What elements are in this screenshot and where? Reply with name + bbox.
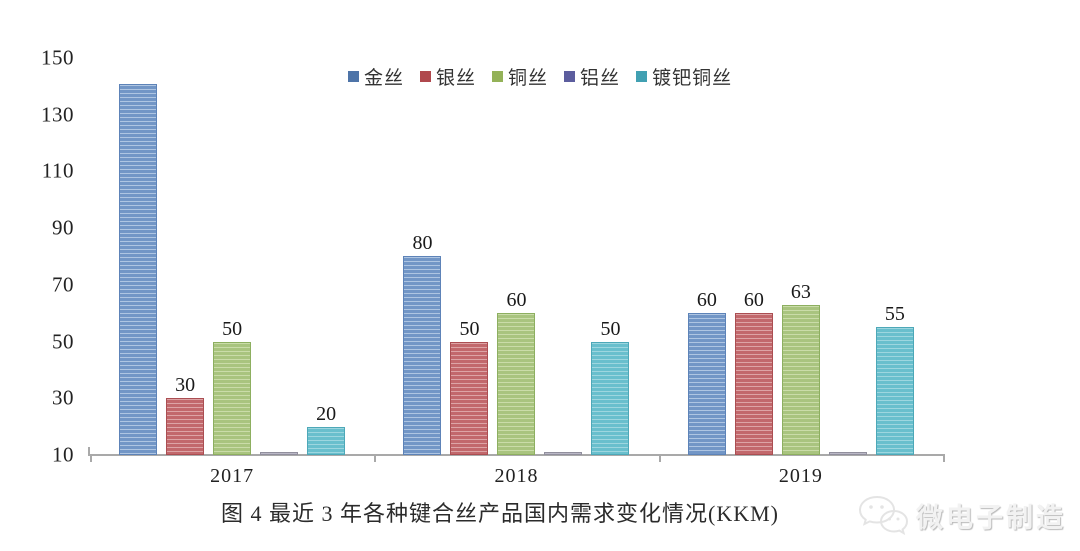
bar-slot: 60	[734, 289, 773, 455]
bar-slot: 50	[213, 318, 252, 455]
bar-slot: 60	[497, 289, 536, 455]
bar-slot	[119, 84, 158, 455]
plot-area: 30 50 20 80 50 60 50 60 60 63 55	[88, 84, 945, 462]
y-axis-label: 30	[52, 385, 74, 410]
bar-value-label: 20	[316, 403, 337, 425]
y-axis-label: 150	[41, 45, 74, 70]
bar-slot: 20	[307, 403, 346, 455]
bar	[781, 305, 820, 455]
bar	[687, 313, 726, 455]
legend-item: 铜丝	[492, 63, 548, 90]
bar	[450, 342, 489, 455]
bar-slot: 50	[591, 318, 630, 455]
bar-group: 80 50 60 50	[374, 233, 658, 455]
legend-swatch-icon	[348, 71, 359, 82]
bar	[734, 313, 773, 455]
bar	[213, 342, 252, 455]
legend-swatch-icon	[492, 71, 504, 82]
bar	[119, 84, 158, 455]
bar-value-label: 50	[222, 318, 243, 340]
bar-value-label: 60	[696, 289, 717, 311]
bar-slot: 30	[166, 374, 205, 455]
bar	[166, 398, 205, 455]
bar-value-label: 60	[506, 289, 527, 311]
bar-value-label: 50	[600, 318, 621, 340]
bar-slot: 50	[450, 318, 489, 455]
y-axis-label: 10	[52, 442, 74, 467]
y-axis-label: 90	[52, 215, 74, 240]
bar-group: 60 60 63 55	[659, 282, 943, 455]
x-axis-line	[88, 454, 945, 456]
chart-caption: 图 4 最近 3 年各种键合丝产品国内需求变化情况(KKM)	[221, 501, 779, 526]
bar-value-label: 63	[790, 281, 811, 303]
x-axis-tick	[374, 456, 377, 462]
bar-group: 30 50 20	[90, 84, 374, 455]
bar	[403, 256, 442, 455]
y-axis-label: 130	[41, 102, 74, 127]
bar-value-label: 80	[412, 232, 433, 254]
x-axis-tick	[943, 456, 945, 462]
bar	[307, 427, 346, 455]
x-axis-tick	[90, 456, 92, 462]
bar-slot: 60	[687, 289, 726, 455]
bar	[828, 452, 867, 455]
x-axis-label: 2019	[778, 465, 823, 487]
bar-slot: 55	[875, 303, 914, 455]
bar-value-label: 50	[459, 318, 480, 340]
y-axis-tick	[88, 447, 90, 455]
bar-slot	[260, 452, 299, 455]
legend-label: 铜丝	[508, 68, 549, 89]
bar-value-label: 30	[175, 374, 196, 396]
x-axis-tick	[658, 456, 661, 462]
bar-slot	[544, 452, 583, 455]
legend-label: 金丝	[364, 68, 405, 89]
bar-slot	[828, 452, 867, 455]
y-axis-label: 50	[52, 329, 74, 354]
legend-item: 金丝	[348, 63, 404, 90]
legend-item: 铝丝	[564, 63, 620, 90]
legend-swatch-icon	[636, 71, 648, 82]
bar-value-label: 55	[884, 303, 905, 325]
bar-value-label: 60	[743, 289, 764, 311]
x-axis-label: 2018	[494, 465, 539, 487]
legend-label: 铝丝	[580, 68, 621, 89]
watermark: 微电子制造	[856, 493, 1066, 537]
legend-swatch-icon	[420, 71, 432, 82]
y-axis-label: 70	[52, 272, 74, 297]
y-axis-label: 110	[41, 158, 74, 183]
bar	[544, 452, 583, 455]
legend-swatch-icon	[564, 71, 576, 82]
legend-label: 镀钯铜丝	[652, 68, 733, 89]
legend-label: 银丝	[436, 68, 477, 89]
bar	[260, 452, 299, 455]
bar	[875, 327, 914, 455]
x-axis-label: 2017	[210, 465, 255, 487]
bar-slot: 80	[403, 232, 442, 455]
wechat-icon	[858, 495, 908, 536]
legend: 金丝 银丝 铜丝 铝丝 镀钯铜丝	[348, 63, 732, 90]
bar	[591, 342, 630, 455]
watermark-text: 微电子制造	[916, 502, 1066, 533]
bar	[497, 313, 536, 455]
bar-slot: 63	[781, 281, 820, 455]
legend-item: 银丝	[420, 63, 476, 90]
legend-item: 镀钯铜丝	[636, 63, 732, 90]
y-axis: 10 30 50 70 90 110 130 150	[0, 0, 80, 470]
